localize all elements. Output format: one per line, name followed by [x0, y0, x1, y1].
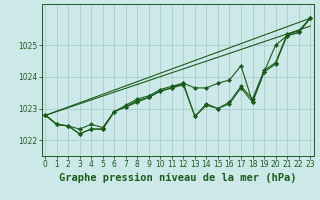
X-axis label: Graphe pression niveau de la mer (hPa): Graphe pression niveau de la mer (hPa)	[59, 173, 296, 183]
